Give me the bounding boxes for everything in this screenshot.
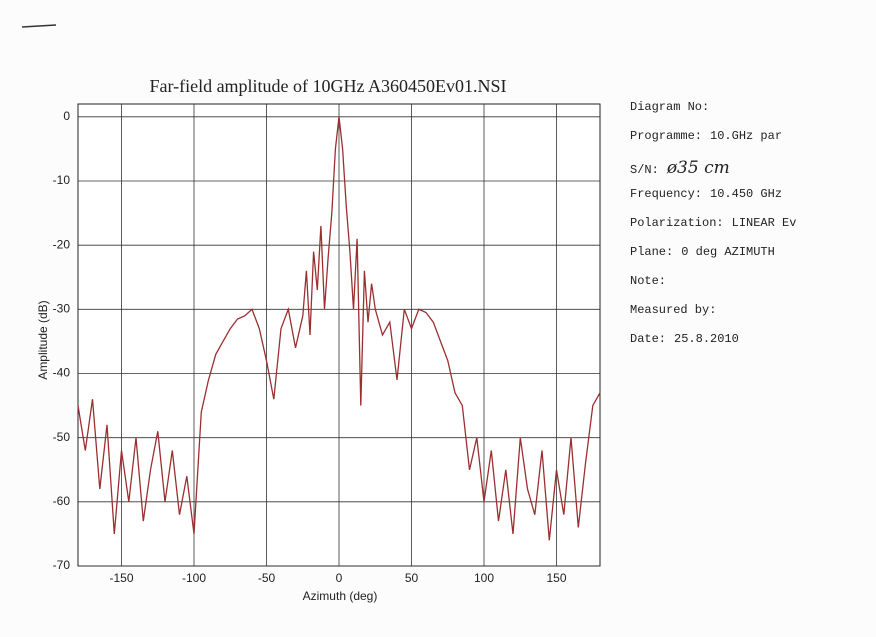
info-row: Measured by: [630,303,796,332]
y-tick-label: -10 [53,173,71,187]
y-axis-label: Amplitude (dB) [36,300,50,379]
info-label: Frequency: [630,187,703,201]
info-label: Measured by: [630,303,717,317]
info-label: S/N: [630,163,659,177]
pattern-line [77,116,601,541]
info-value: LINEAR Ev [731,216,797,230]
y-tick-label: -70 [53,558,71,572]
x-tick-label: 50 [405,571,419,585]
info-row: Plane: 0 deg AZIMUTH [630,245,796,274]
x-tick-label: -150 [109,571,133,585]
info-value: 25.8.2010 [674,332,739,346]
x-tick-label: 0 [336,571,343,585]
info-value: 10.450 GHz [710,187,783,201]
pen-mark [21,24,57,28]
info-row: Programme: 10.GHz par [630,129,796,158]
info-row: Date: 25.8.2010 [630,332,796,361]
info-label: Polarization: [630,216,724,230]
chart: Far-field amplitude of 10GHz A360450Ev01… [21,24,601,603]
info-row: Polarization: LINEAR Ev [630,216,796,245]
info-value: ø35 cm [666,158,730,178]
info-label: Note: [630,274,667,288]
y-tick-label: -60 [53,494,71,508]
info-value: 10.GHz par [710,129,783,143]
info-row: Diagram No: [630,100,796,129]
y-tick-label: -20 [53,237,71,251]
info-row: Frequency: 10.450 GHz [630,187,796,216]
info-label: Programme: [630,129,703,143]
x-axis-label: Azimuth (deg) [303,589,378,603]
y-tick-label: -30 [53,302,71,316]
y-tick-label: -40 [53,366,71,380]
x-tick-label: 100 [474,571,494,585]
info-label: Diagram No: [630,100,710,114]
x-tick-label: -50 [258,571,276,585]
info-label: Plane: [630,245,674,259]
y-tick-label: -50 [53,430,71,444]
info-label: Date: [630,332,667,346]
x-tick-label: -100 [182,571,206,585]
x-tick-label: 150 [546,571,566,585]
info-panel: Diagram No: Programme: 10.GHz par S/N: ø35 c… [630,100,796,361]
y-tick-label: 0 [63,109,70,123]
chart-title: Far-field amplitude of 10GHz A360450Ev01… [149,76,506,96]
info-value: 0 deg AZIMUTH [681,245,775,259]
info-row: Note: [630,274,796,303]
info-row: S/N: ø35 cm [630,158,796,187]
